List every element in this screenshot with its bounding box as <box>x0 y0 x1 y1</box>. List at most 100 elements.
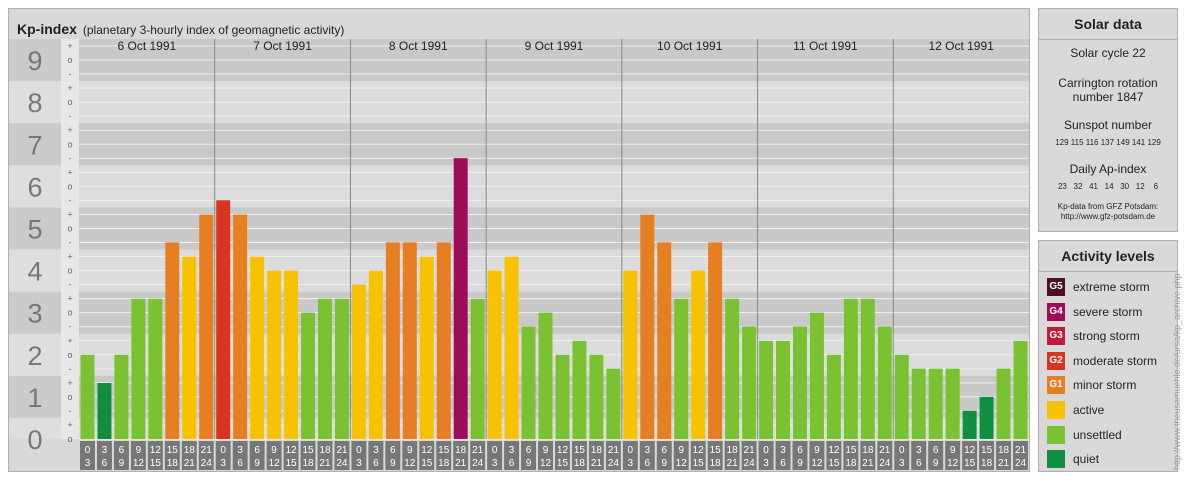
minor-tick-label: + <box>67 83 72 93</box>
interval-start-label: 21 <box>608 445 620 456</box>
interval-start-label: 3 <box>916 445 922 456</box>
kp-bar <box>674 298 689 439</box>
y-band <box>9 375 61 418</box>
interval-start-label: 18 <box>998 445 1010 456</box>
interval-cell <box>351 441 367 470</box>
interval-start-label: 3 <box>780 445 786 456</box>
interval-end-label: 12 <box>676 458 688 469</box>
y-band <box>9 123 61 166</box>
activity-levels-title: Activity levels <box>1039 241 1177 272</box>
interval-start-label: 21 <box>1015 445 1027 456</box>
interval-cell <box>707 441 723 470</box>
interval-cell <box>266 441 282 470</box>
minor-tick-label: o <box>67 392 72 402</box>
kp-bar <box>199 214 214 439</box>
y-band <box>9 333 61 376</box>
interval-start-label: 15 <box>574 445 586 456</box>
interval-cell <box>979 441 995 470</box>
interval-cell <box>741 441 757 470</box>
interval-cell <box>962 441 978 470</box>
minor-tick-label: + <box>67 420 72 430</box>
activity-level-extreme-storm: G5 extreme storm <box>1047 278 1150 296</box>
credit-text: http://www.theusamuehle.de/ursa/kp_archi… <box>1172 273 1182 470</box>
interval-end-label: 24 <box>879 458 891 469</box>
kp-bar <box>538 312 553 439</box>
interval-end-label: 24 <box>744 458 756 469</box>
minor-tick-label: o <box>67 434 72 444</box>
interval-cell <box>317 441 333 470</box>
interval-cell <box>181 441 197 470</box>
solar-cycle: Solar cycle 22 <box>1070 46 1146 60</box>
activity-level-minor-storm: G1 minor storm <box>1047 376 1136 395</box>
interval-end-label: 15 <box>421 458 433 469</box>
chart-title-text: Kp-index <box>17 21 77 37</box>
interval-start-label: 12 <box>421 445 433 456</box>
kp-bar <box>623 270 638 439</box>
carrington-line1: Carrington rotation <box>1058 76 1158 90</box>
kp-bar <box>657 242 672 439</box>
kp-bar <box>301 312 315 439</box>
interval-start-label: 3 <box>373 445 379 456</box>
ap-values: 23 32 41 14 30 12 6 <box>1057 182 1159 191</box>
kp-bar <box>267 270 282 439</box>
kp-bar <box>826 354 841 439</box>
interval-cell <box>521 441 537 470</box>
interval-start-label: 3 <box>645 445 651 456</box>
y-tick-label: 9 <box>27 46 42 76</box>
kp-bar <box>182 256 197 439</box>
interval-end-label: 9 <box>797 458 803 469</box>
kp-bar <box>809 312 824 439</box>
interval-cell <box>470 441 486 470</box>
interval-start-label: 9 <box>950 445 956 456</box>
interval-cell <box>945 441 961 470</box>
y-band <box>9 39 61 82</box>
y-band <box>9 249 61 292</box>
minor-tick-label: + <box>67 336 72 346</box>
interval-cell <box>419 441 435 470</box>
chart-subtitle: (planetary 3-hourly index of geomagnetic… <box>82 23 345 37</box>
interval-start-label: 21 <box>472 445 484 456</box>
interval-cell <box>826 441 842 470</box>
activity-level-active: active <box>1047 401 1104 419</box>
kp-bar <box>725 298 740 439</box>
interval-cell <box>80 441 95 470</box>
y-tick-label: 4 <box>27 257 42 287</box>
minor-tick-label: - <box>69 153 72 163</box>
interval-start-label: 0 <box>85 445 91 456</box>
interval-cell <box>639 441 655 470</box>
interval-end-label: 6 <box>237 458 243 469</box>
kp-bar <box>470 298 485 439</box>
y-band <box>9 207 61 250</box>
interval-start-label: 3 <box>509 445 515 456</box>
level-label: active <box>1073 403 1105 417</box>
interval-start-label: 12 <box>693 445 705 456</box>
interval-cell <box>334 441 350 470</box>
interval-start-label: 0 <box>356 445 362 456</box>
interval-start-label: 12 <box>964 445 976 456</box>
interval-start-label: 6 <box>933 445 939 456</box>
interval-end-label: 3 <box>763 458 769 469</box>
interval-cell <box>555 441 570 470</box>
interval-start-label: 9 <box>814 445 820 456</box>
minor-tick-label: - <box>69 322 72 332</box>
minor-tick-label: o <box>67 139 72 149</box>
interval-start-label: 12 <box>828 445 840 456</box>
interval-cell <box>792 441 808 470</box>
y-tick-label: 2 <box>27 341 42 371</box>
interval-start-label: 21 <box>201 445 213 456</box>
interval-end-label: 21 <box>455 458 467 469</box>
interval-start-label: 15 <box>302 445 314 456</box>
interval-end-label: 6 <box>916 458 922 469</box>
interval-start-label: 6 <box>797 445 803 456</box>
kp-bar <box>1013 340 1028 439</box>
interval-end-label: 15 <box>150 458 162 469</box>
interval-cell <box>877 441 893 470</box>
ap-title: Daily Ap-index <box>1069 162 1147 176</box>
interval-cell <box>758 441 774 470</box>
interval-cell <box>538 441 553 470</box>
interval-cell <box>283 441 299 470</box>
interval-end-label: 21 <box>727 458 739 469</box>
interval-end-label: 3 <box>492 458 498 469</box>
sunspot-values: 129 115 116 137 149 141 129 <box>1055 138 1161 147</box>
kp-bar <box>589 354 604 439</box>
